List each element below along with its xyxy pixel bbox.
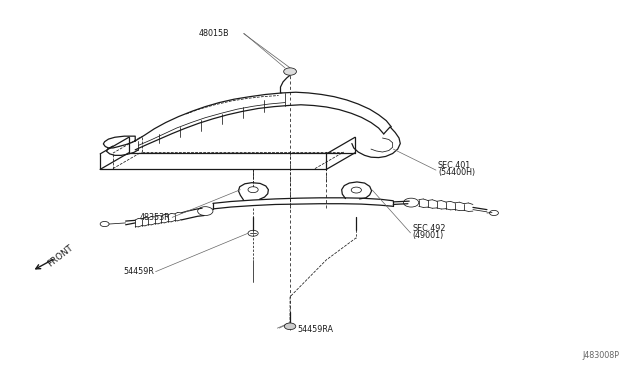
- Text: 54459R: 54459R: [124, 267, 154, 276]
- Text: FRONT: FRONT: [45, 243, 74, 269]
- Text: (54400H): (54400H): [438, 168, 475, 177]
- Text: 48353R: 48353R: [140, 213, 170, 222]
- Text: J483008P: J483008P: [582, 351, 620, 360]
- Text: SEC.401: SEC.401: [438, 161, 471, 170]
- Text: 48015B: 48015B: [199, 29, 230, 38]
- Text: 54459RA: 54459RA: [297, 325, 333, 334]
- Text: SEC.492: SEC.492: [412, 224, 446, 233]
- Text: (49001): (49001): [412, 231, 444, 240]
- Circle shape: [284, 323, 296, 330]
- Circle shape: [284, 68, 296, 75]
